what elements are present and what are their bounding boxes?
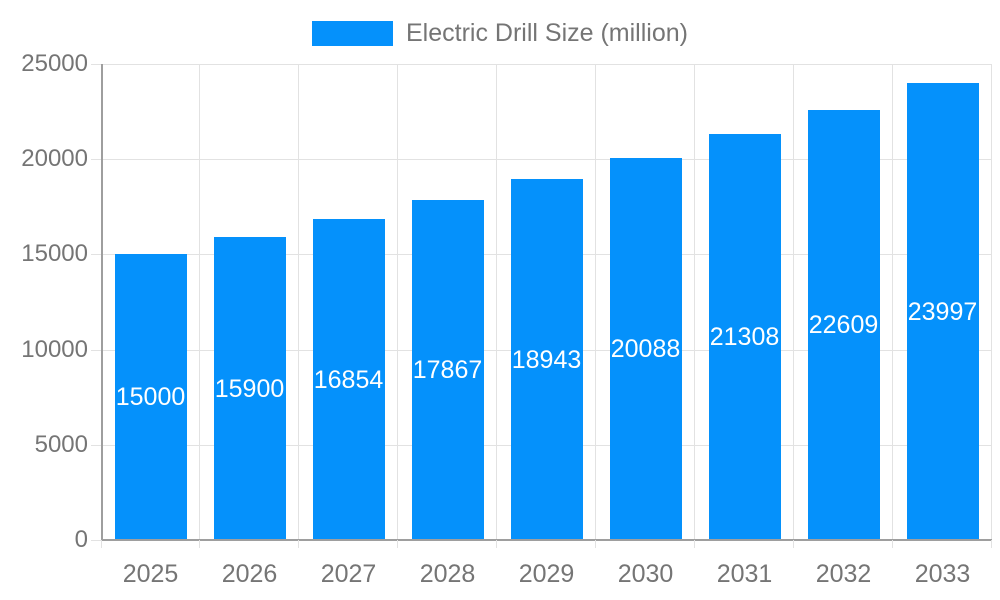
y-tick-label: 5000 <box>34 430 88 458</box>
x-axis-tick-mark <box>892 540 893 548</box>
x-tick-label: 2032 <box>815 560 872 588</box>
bar-value-label: 22609 <box>808 310 879 339</box>
y-tick-label: 10000 <box>21 335 88 363</box>
x-axis-tick-mark <box>991 540 992 548</box>
x-axis-tick-mark <box>101 540 102 548</box>
bar-value-label: 15900 <box>214 374 285 403</box>
bar-2030 <box>609 157 682 540</box>
y-tick-label: 0 <box>74 526 88 553</box>
x-axis-tick-mark <box>793 540 794 548</box>
x-tick-label: 2030 <box>617 560 674 588</box>
bar-2027 <box>312 219 385 540</box>
gridline-vertical <box>496 64 497 540</box>
x-axis-tick-mark <box>694 540 695 548</box>
gridline-horizontal <box>101 64 992 65</box>
y-tick-label: 25000 <box>21 50 88 77</box>
legend-swatch <box>312 21 393 46</box>
x-tick-label: 2025 <box>122 560 179 588</box>
gridline-vertical <box>595 64 596 540</box>
bar-2026 <box>213 237 286 540</box>
x-tick-label: 2027 <box>320 560 377 588</box>
bar-value-label: 21308 <box>709 323 780 352</box>
x-tick-label: 2028 <box>419 560 476 588</box>
gridline-vertical <box>397 64 398 540</box>
y-tick-label: 20000 <box>21 145 88 173</box>
plot-area: 15000 15900 16854 17867 18943 20088 21308 22609… <box>101 64 992 541</box>
bar-value-label: 15000 <box>115 383 186 412</box>
y-axis-tick-mark <box>91 64 101 65</box>
gridline-vertical <box>694 64 695 540</box>
chart-legend: Electric Drill Size (million) <box>0 19 1000 48</box>
gridline-vertical <box>199 64 200 540</box>
x-tick-label: 2033 <box>914 560 971 588</box>
gridline-vertical <box>892 64 893 540</box>
bar-2028 <box>411 199 484 540</box>
y-axis-tick-mark <box>91 349 101 351</box>
x-axis-tick-mark <box>199 540 200 548</box>
gridline-vertical <box>991 64 992 540</box>
bar-2032 <box>807 109 880 540</box>
bar-value-label: 16854 <box>313 365 384 394</box>
gridline-vertical <box>793 64 794 540</box>
y-tick-label: 15000 <box>21 240 88 268</box>
bar-2031 <box>708 134 781 540</box>
bar-2029 <box>510 179 583 540</box>
x-axis-line <box>101 539 992 541</box>
bar-value-label: 23997 <box>907 297 978 326</box>
x-axis-tick-mark <box>595 540 596 548</box>
bar-value-label: 18943 <box>511 345 582 374</box>
y-axis-tick-mark <box>91 540 101 541</box>
gridline-horizontal <box>101 159 992 161</box>
y-axis-line <box>101 64 103 540</box>
y-axis-tick-mark <box>91 444 101 446</box>
x-axis-tick-mark <box>298 540 299 548</box>
x-tick-label: 2026 <box>221 560 278 588</box>
bar-value-label: 20088 <box>610 334 681 363</box>
y-axis-tick-mark <box>91 254 101 256</box>
gridline-vertical <box>298 64 299 540</box>
x-axis-tick-mark <box>496 540 497 548</box>
bar-2033 <box>906 83 979 540</box>
bar-2025 <box>114 254 187 540</box>
x-axis-tick-mark <box>397 540 398 548</box>
bar-value-label: 17867 <box>412 355 483 384</box>
x-tick-label: 2031 <box>716 560 773 588</box>
legend-label: Electric Drill Size (million) <box>406 19 688 47</box>
x-tick-label: 2029 <box>518 560 575 588</box>
y-axis-tick-mark <box>91 159 101 161</box>
